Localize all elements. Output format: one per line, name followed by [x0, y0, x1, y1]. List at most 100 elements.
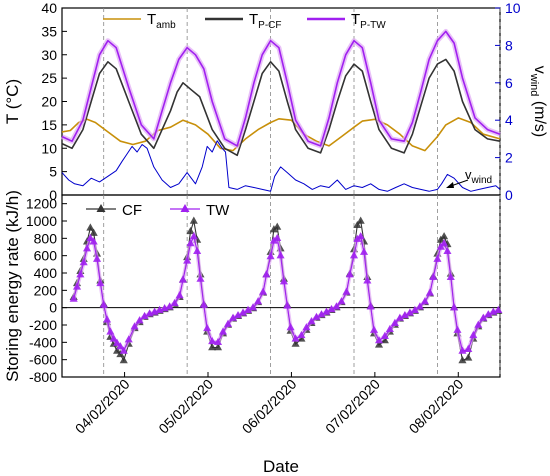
bottom-day-dividers [103, 195, 501, 377]
top-y2-tick-label: 10 [505, 0, 521, 16]
top-y-tick-label: 20 [41, 94, 57, 110]
top-y2-tick-label: 6 [505, 75, 513, 91]
bottom-y-tick-label: 400 [34, 265, 58, 281]
series-point-TW [342, 287, 351, 295]
series-point-TW [196, 274, 205, 282]
series-point-TW [286, 323, 295, 331]
bottom-plot-frame [61, 194, 501, 378]
series-point-TW [302, 323, 311, 331]
series-point-CF [273, 222, 282, 230]
legend-marker-TW [180, 204, 190, 212]
series-point-TW [233, 310, 243, 319]
series-point-CF [186, 226, 195, 235]
legend-label-main: T [351, 11, 360, 28]
series-point-TW [429, 272, 438, 281]
series-point-CF [356, 216, 365, 224]
series-point-TW [262, 270, 271, 278]
series-point-TW [259, 287, 268, 295]
bottom-y-tick-label: 800 [34, 230, 58, 246]
series-point-TW [349, 251, 359, 259]
series-point-TW [109, 334, 118, 342]
series-point-TW [238, 308, 248, 316]
series-point-TW [433, 254, 442, 262]
series-point-CF [374, 340, 384, 348]
series-point-TW [183, 256, 192, 264]
x-tick-label: 06/02/2020 [239, 376, 300, 437]
top-y-axis-label: T (°C) [3, 79, 22, 124]
series-point-TW [135, 316, 144, 324]
series-line-v_wind [61, 140, 501, 192]
series-point-TW [119, 346, 128, 354]
series-point-TW [327, 304, 336, 313]
series-point-TW [213, 337, 223, 346]
legend-label-main: T [147, 11, 156, 28]
series-point-TW [96, 278, 105, 287]
series-point-TW [363, 276, 372, 284]
series-point-TW [178, 275, 188, 283]
series-point-TW [72, 282, 82, 290]
series-point-TW [89, 237, 98, 245]
top-y-tick-label: 10 [41, 140, 57, 156]
series-point-TW [199, 300, 208, 308]
top-right-y-axis-label: vwind (m/s) [528, 66, 548, 138]
series-point-TW [420, 297, 429, 305]
series-point-TW [106, 327, 115, 335]
series-point-TW [322, 307, 331, 315]
series-point-TW [450, 303, 459, 311]
legend-label-sub: amb [156, 20, 176, 31]
series-point-TW [374, 336, 384, 344]
series-point-TW [474, 320, 483, 328]
series-point-CF [440, 232, 449, 240]
series-point-TW [410, 305, 419, 313]
series-point-TW [82, 244, 92, 252]
wind-annotation-label: vwind [465, 167, 492, 186]
series-point-TW [228, 313, 238, 321]
series-line-T_P-TW [61, 30, 501, 147]
series-line-T_amb [61, 117, 501, 152]
series-point-TW [425, 288, 434, 296]
series-point-TW [124, 335, 133, 343]
top-y-tick-label: 15 [41, 117, 57, 133]
series-point-CF [189, 216, 198, 224]
series-point-TW [203, 323, 212, 332]
bottom-series-group [69, 216, 503, 364]
series-point-TW [170, 298, 179, 307]
top-left-ticks: 0 5 10 15 20 25 30 35 40 [41, 0, 67, 203]
legend-label-P-TW: TP-TW [351, 11, 386, 31]
series-point-CF [291, 339, 300, 347]
top-y-tick-label: 35 [41, 23, 57, 39]
series-point-TW [92, 254, 102, 262]
series-point-TW [249, 303, 258, 311]
series-point-TW [464, 344, 473, 352]
series-point-TW [193, 246, 202, 255]
bottom-y-axis-label: Storing energy rate (kJ/h) [3, 190, 22, 382]
series-point-CF [458, 356, 467, 364]
series-point-CF [464, 353, 473, 361]
series-point-TW [208, 336, 217, 345]
bottom-y-tick-label: -800 [29, 369, 57, 385]
top-y-tick-label: 25 [41, 70, 57, 86]
top-y2-tick-label: 2 [505, 150, 513, 166]
bottom-y-tick-label: 600 [34, 248, 58, 264]
legend-label-sub: P-CF [258, 20, 281, 31]
series-point-TW [484, 310, 493, 318]
top-series-group [60, 28, 501, 192]
series-point-TW [312, 312, 321, 320]
series-point-TW [175, 291, 184, 299]
series-point-TW [494, 305, 503, 313]
bottom-y-tick-label: 200 [34, 282, 58, 298]
series-point-CF [353, 220, 362, 229]
x-axis-label: Date [263, 457, 299, 476]
series-point-TW [130, 322, 139, 330]
series-point-CF [380, 336, 389, 344]
series-line-TW [73, 234, 499, 353]
series-point-TW [400, 310, 409, 319]
series-point-TW [218, 327, 228, 335]
legend-label-P-CF: TP-CF [249, 11, 282, 31]
series-point-TW [469, 330, 478, 339]
series-point-TW [317, 310, 326, 318]
series-point-CF [213, 343, 223, 351]
series-point-TW [395, 313, 404, 321]
